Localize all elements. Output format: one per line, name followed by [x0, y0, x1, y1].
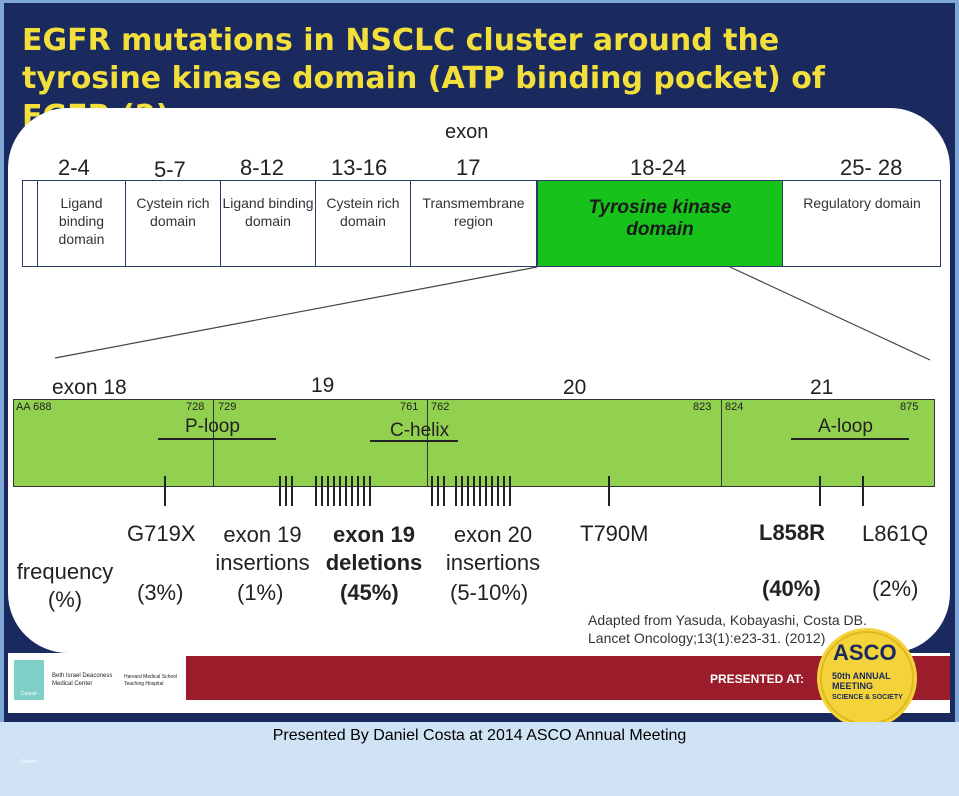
freq-l858r: (40%) — [762, 576, 821, 601]
freq-g719x: (3%) — [137, 580, 184, 605]
frequency-label: frequency (%) — [16, 559, 114, 612]
domain-regulatory: Regulatory domain — [803, 195, 921, 211]
exon-range-7: 25- 28 — [840, 155, 903, 180]
mutation-exon19-deletions: exon 19 deletions — [325, 522, 423, 575]
aa-729: 729 — [218, 401, 237, 413]
logo-cancer-center: Cancer Center — [14, 660, 44, 765]
aa-823: 823 — [693, 401, 712, 413]
motif-a-loop: A-loop — [818, 416, 873, 437]
motif-c-helix: C-helix — [390, 420, 450, 441]
citation-line-1: Adapted from Yasuda, Kobayashi, Costa DB… — [588, 612, 867, 628]
exon-range-3: 8-12 — [240, 155, 285, 180]
domain-cystein-2: Cystein rich domain — [316, 180, 411, 267]
mutation-t790m: T790M — [580, 521, 649, 546]
exon-range-5: 17 — [456, 155, 481, 180]
logo-harvard: Harvard Medical School Teaching Hospital — [124, 674, 178, 687]
mutation-exon19-insertions: exon 19 insertions — [215, 522, 310, 575]
domain-transmembrane: Transmembrane region — [411, 180, 537, 267]
domain-tyrosine-kinase: Tyrosine kinase domain — [537, 180, 783, 267]
domain-ligand-2: Ligand binding domain — [221, 180, 316, 267]
c-helix-underline — [370, 440, 458, 442]
exon-range-6: 18-24 — [630, 155, 687, 180]
aa-824: 824 — [725, 401, 744, 413]
kinase-domain-bar — [13, 399, 935, 487]
mutation-exon20-insertions: exon 20 insertions — [445, 522, 541, 575]
asco-anniversary: 50th ANNUAL MEETING — [832, 671, 891, 691]
presented-at-label: PRESENTED AT: — [710, 672, 805, 686]
aa-761: 761 — [400, 401, 419, 413]
content-panel — [8, 108, 950, 653]
exon-range-2: 5-7 — [154, 157, 186, 182]
asco-tagline: SCIENCE & SOCIETY — [832, 694, 903, 701]
domain-ligand-1: Ligand binding domain — [38, 180, 126, 267]
slide: EGFR mutations in NSCLC cluster around t… — [0, 0, 959, 765]
domain-spacer — [22, 180, 38, 267]
domain-cystein-1: Cystein rich domain — [126, 180, 221, 267]
exon-boundary-19-20 — [427, 399, 428, 487]
logo-bidmc: Beth Israel Deaconess Medical Center — [52, 673, 113, 687]
mutation-l858r: L858R — [759, 520, 826, 545]
freq-l861q: (2%) — [872, 576, 919, 601]
exon-header: exon — [445, 121, 489, 143]
exon-range-1: 2-4 — [58, 155, 90, 180]
asco-name: ASCO — [833, 640, 897, 665]
citation-line-2: Lancet Oncology;13(1):e23-31. (2012) — [588, 630, 826, 646]
kinase-exon-20: 20 — [563, 376, 587, 399]
aa-762: 762 — [431, 401, 450, 413]
kinase-exon-19: 19 — [311, 374, 335, 397]
aa-728: 728 — [186, 401, 205, 413]
aa-688: AA 688 — [16, 401, 52, 413]
mutation-g719x: G719X — [127, 521, 196, 546]
mutation-l861q: L861Q — [862, 521, 929, 546]
motif-p-loop: P-loop — [185, 416, 240, 437]
a-loop-underline — [791, 438, 909, 440]
aa-875: 875 — [900, 401, 919, 413]
p-loop-underline — [158, 438, 276, 440]
footer-credit: Presented By Daniel Costa at 2014 ASCO A… — [0, 722, 959, 749]
exon-boundary-20-21 — [721, 399, 722, 487]
freq-exon20-insertions: (5-10%) — [450, 580, 529, 605]
kinase-exon-18: exon 18 — [52, 376, 127, 399]
exon-boundary-18-19 — [213, 399, 214, 487]
kinase-exon-21: 21 — [810, 376, 834, 399]
freq-exon19-insertions: (1%) — [237, 580, 284, 605]
exon-range-4: 13-16 — [331, 155, 388, 180]
freq-exon19-deletions: (45%) — [340, 580, 399, 605]
